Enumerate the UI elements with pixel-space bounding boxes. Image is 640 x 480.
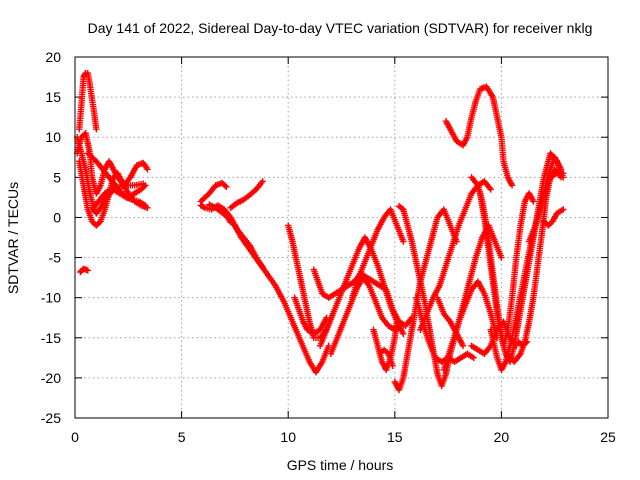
series-trace-16 [316,234,407,349]
data-point [389,362,396,370]
x-tick-labels: 0 5 10 15 20 25 [71,429,616,445]
series-trace-25 [440,222,505,374]
x-tick-label: 5 [178,429,186,445]
y-tick-label: -5 [49,250,62,266]
data-point [522,339,529,347]
data-point [93,126,100,133]
data-point [84,267,91,274]
data-point [459,342,467,349]
data-point [223,183,230,191]
x-axis-label: GPS time / hours [287,457,394,473]
series-trace-17 [327,274,405,358]
series-trace-12 [231,222,332,376]
data-point [400,330,407,337]
data-point [530,198,537,205]
data-points [73,69,567,394]
series-trace-28 [442,83,516,189]
y-tick-labels: -25 -20 -15 -10 -5 0 5 10 15 20 [41,49,61,426]
y-axis-label: SDTVAR / TECUs [5,182,21,294]
data-point [140,180,147,187]
data-point [508,182,516,189]
x-tick-label: 25 [600,429,616,445]
x-tick-label: 10 [280,429,296,445]
series-trace-10 [206,201,234,226]
data-point [557,174,565,181]
data-point [523,338,531,345]
series-trace-02 [76,69,100,133]
y-tick-label: 15 [45,89,61,105]
series-trace-08 [197,179,230,205]
series-trace-24 [417,178,494,333]
data-point [560,206,567,213]
series-trace-21 [391,206,460,394]
data-point [393,318,401,325]
y-tick-label: -10 [41,290,61,306]
data-point [144,166,151,173]
series-trace-20 [376,346,396,370]
data-point [560,170,567,177]
series-trace-07 [88,180,147,213]
y-tick-label: -15 [41,330,61,346]
series-trace-06 [84,150,149,201]
data-point [400,238,407,245]
series-trace-33 [515,338,531,349]
data-point [259,178,266,185]
series-trace-34 [540,206,567,229]
y-tick-label: 0 [53,209,61,225]
series-trace-01 [77,265,91,276]
chart-title: Day 141 of 2022, Sidereal Day-to-day VTE… [88,20,593,36]
y-tick-label: -20 [41,370,61,386]
y-tick-label: 10 [45,129,61,145]
x-tick-label: 15 [387,429,403,445]
series-trace-35 [525,166,565,245]
plot-frame [74,56,609,419]
x-tick-label: 0 [71,429,79,445]
y-tick-label: -25 [41,410,61,426]
data-point [487,186,494,193]
series-trace-11 [227,178,266,212]
data-point [221,182,229,189]
y-tick-label: 5 [53,169,61,185]
data-point [200,203,207,211]
series-trace-18 [348,206,407,301]
data-point [144,204,151,212]
x-tick-label: 20 [494,429,510,445]
series-trace-26 [434,294,467,349]
data-point [227,219,234,226]
data-point [498,254,505,261]
series-trace-23 [412,294,477,366]
data-point [470,354,477,362]
data-point [95,219,103,226]
data-point [383,349,391,356]
series-trace-19 [370,318,401,374]
y-tick-label: 20 [45,49,61,65]
